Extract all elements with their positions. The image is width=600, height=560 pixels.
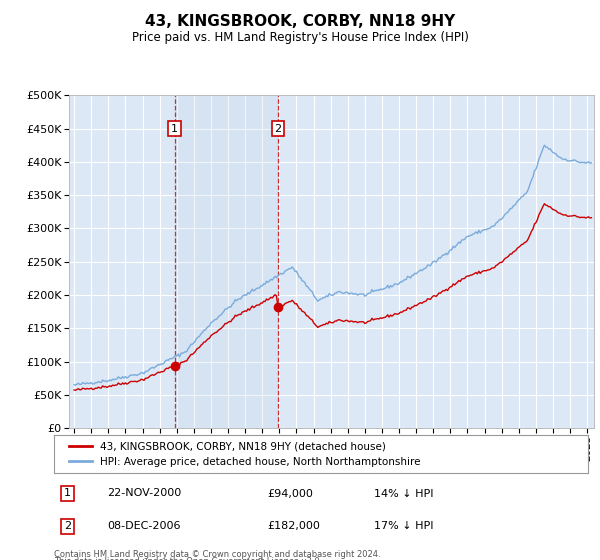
Text: £182,000: £182,000 <box>268 521 320 531</box>
Text: 1: 1 <box>64 488 71 498</box>
Text: 17% ↓ HPI: 17% ↓ HPI <box>374 521 434 531</box>
Text: 43, KINGSBROOK, CORBY, NN18 9HY: 43, KINGSBROOK, CORBY, NN18 9HY <box>145 14 455 29</box>
Text: 14% ↓ HPI: 14% ↓ HPI <box>374 488 434 498</box>
Text: 08-DEC-2006: 08-DEC-2006 <box>107 521 181 531</box>
Text: This data is licensed under the Open Government Licence v3.0.: This data is licensed under the Open Gov… <box>54 557 322 560</box>
Text: 2: 2 <box>274 124 281 133</box>
Bar <box>175 95 278 428</box>
Legend: 43, KINGSBROOK, CORBY, NN18 9HY (detached house), HPI: Average price, detached h: 43, KINGSBROOK, CORBY, NN18 9HY (detache… <box>65 438 425 470</box>
Text: 22-NOV-2000: 22-NOV-2000 <box>107 488 182 498</box>
Text: 2: 2 <box>64 521 71 531</box>
Text: £94,000: £94,000 <box>268 488 313 498</box>
Text: Contains HM Land Registry data © Crown copyright and database right 2024.: Contains HM Land Registry data © Crown c… <box>54 550 380 559</box>
Text: 1: 1 <box>171 124 178 133</box>
Text: Price paid vs. HM Land Registry's House Price Index (HPI): Price paid vs. HM Land Registry's House … <box>131 31 469 44</box>
